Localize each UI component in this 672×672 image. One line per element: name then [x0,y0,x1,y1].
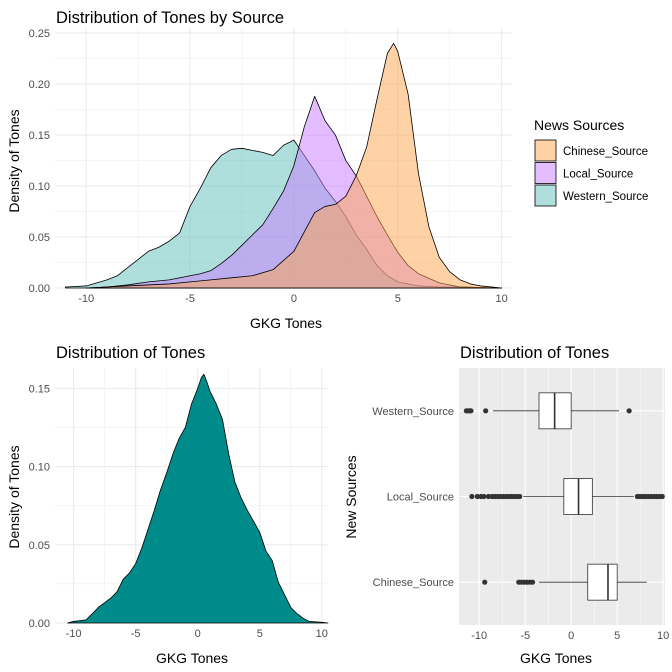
legend-key [534,184,557,207]
panel-bottom-right-boxplot: Distribution of Tones Western_Source Loca… [343,344,669,666]
y-tick-label: 0.15 [29,130,50,142]
category-label: Chinese_Source [373,577,454,589]
outlier-point [468,408,474,414]
y-tick-label: 0.00 [29,283,50,295]
legend-title: News Sources [534,117,624,133]
density-series-chinese-source [85,42,503,289]
legend-label: Western_Source [563,191,648,203]
x-tick-label: -10 [78,293,94,305]
panel-top-density: Distribution of Tones by Source 0.00 0.05… [6,9,648,331]
boxplots [463,392,665,601]
category-label: Local_Source [387,492,454,504]
x-tick-label: -10 [66,628,82,640]
chart-title: Distribution of Tones [460,344,609,362]
x-tick-label: 0 [568,630,574,642]
y-tick-label: 0.05 [29,232,50,244]
panel-bottom-left-density: Distribution of Tones 0.00 0.05 0.10 0.15 -… [6,344,329,666]
x-tick-label: -10 [471,630,487,642]
y-tick-labels: 0.00 0.05 0.10 0.15 [29,383,50,630]
y-axis-label: New Sources [343,455,359,538]
outlier-point [474,493,480,500]
outlier-point [529,579,536,585]
boxplot-chinese-source [482,563,647,601]
y-tick-label: 0.05 [29,540,50,552]
legend-label: Local_Source [563,169,633,181]
outlier-point [483,408,489,414]
x-axis-label: GKG Tones [250,315,322,331]
outlier-point [485,493,492,500]
category-labels: Western_Source Local_Source Chinese_Source [372,406,454,589]
y-tick-labels: 0.00 0.05 0.10 0.15 0.20 0.25 [29,28,50,295]
category-label: Western_Source [372,406,454,418]
y-axis-label: Density of Tones [6,109,22,212]
x-axis-label: GKG Tones [156,650,228,666]
x-tick-labels: -10 -5 0 5 10 [66,628,328,640]
y-tick-label: 0.10 [29,462,50,474]
chart-title: Distribution of Tones by Source [56,9,284,27]
density-area [67,373,329,624]
y-tick-label: 0.10 [29,181,50,193]
x-tick-label: -5 [185,293,195,305]
outlier-point [481,493,487,500]
x-tick-labels: -10 -5 0 5 10 [471,630,669,642]
boxplot-local-source [469,478,665,515]
x-tick-label: 10 [495,293,507,305]
legend-key [534,162,557,184]
y-tick-label: 0.20 [29,79,50,91]
density-areas [64,42,503,289]
box [587,563,618,601]
legend-key [534,139,557,162]
legend-label: Chinese_Source [563,146,648,158]
x-tick-label: 0 [291,293,297,305]
x-tick-labels: -10 -5 0 5 10 [78,293,508,305]
legend-entries: Chinese_Source Local_Source Western_Source [534,139,648,207]
x-tick-label: 10 [316,628,328,640]
x-axis-label: GKG Tones [520,650,592,666]
x-tick-label: -5 [131,628,141,640]
outlier-point [659,493,665,500]
x-tick-label: 5 [614,630,620,642]
outlier-point [626,408,632,414]
x-tick-label: -5 [520,630,530,642]
boxplot-western-source [463,392,632,430]
outlier-point [469,493,475,500]
y-axis-label: Density of Tones [6,445,22,548]
x-tick-label: 0 [195,628,201,640]
x-tick-label: 10 [657,630,669,642]
x-tick-label: 5 [257,628,263,640]
y-tick-label: 0.00 [29,618,50,630]
density-series-all [67,373,329,624]
chart-title: Distribution of Tones [56,344,205,362]
x-tick-label: 5 [395,293,401,305]
y-tick-label: 0.25 [29,28,50,40]
outlier-point [517,493,523,500]
outlier-point [482,579,488,585]
y-tick-label: 0.15 [29,383,50,395]
legend: News Sources Chinese_Source Local_Source W… [534,117,648,207]
